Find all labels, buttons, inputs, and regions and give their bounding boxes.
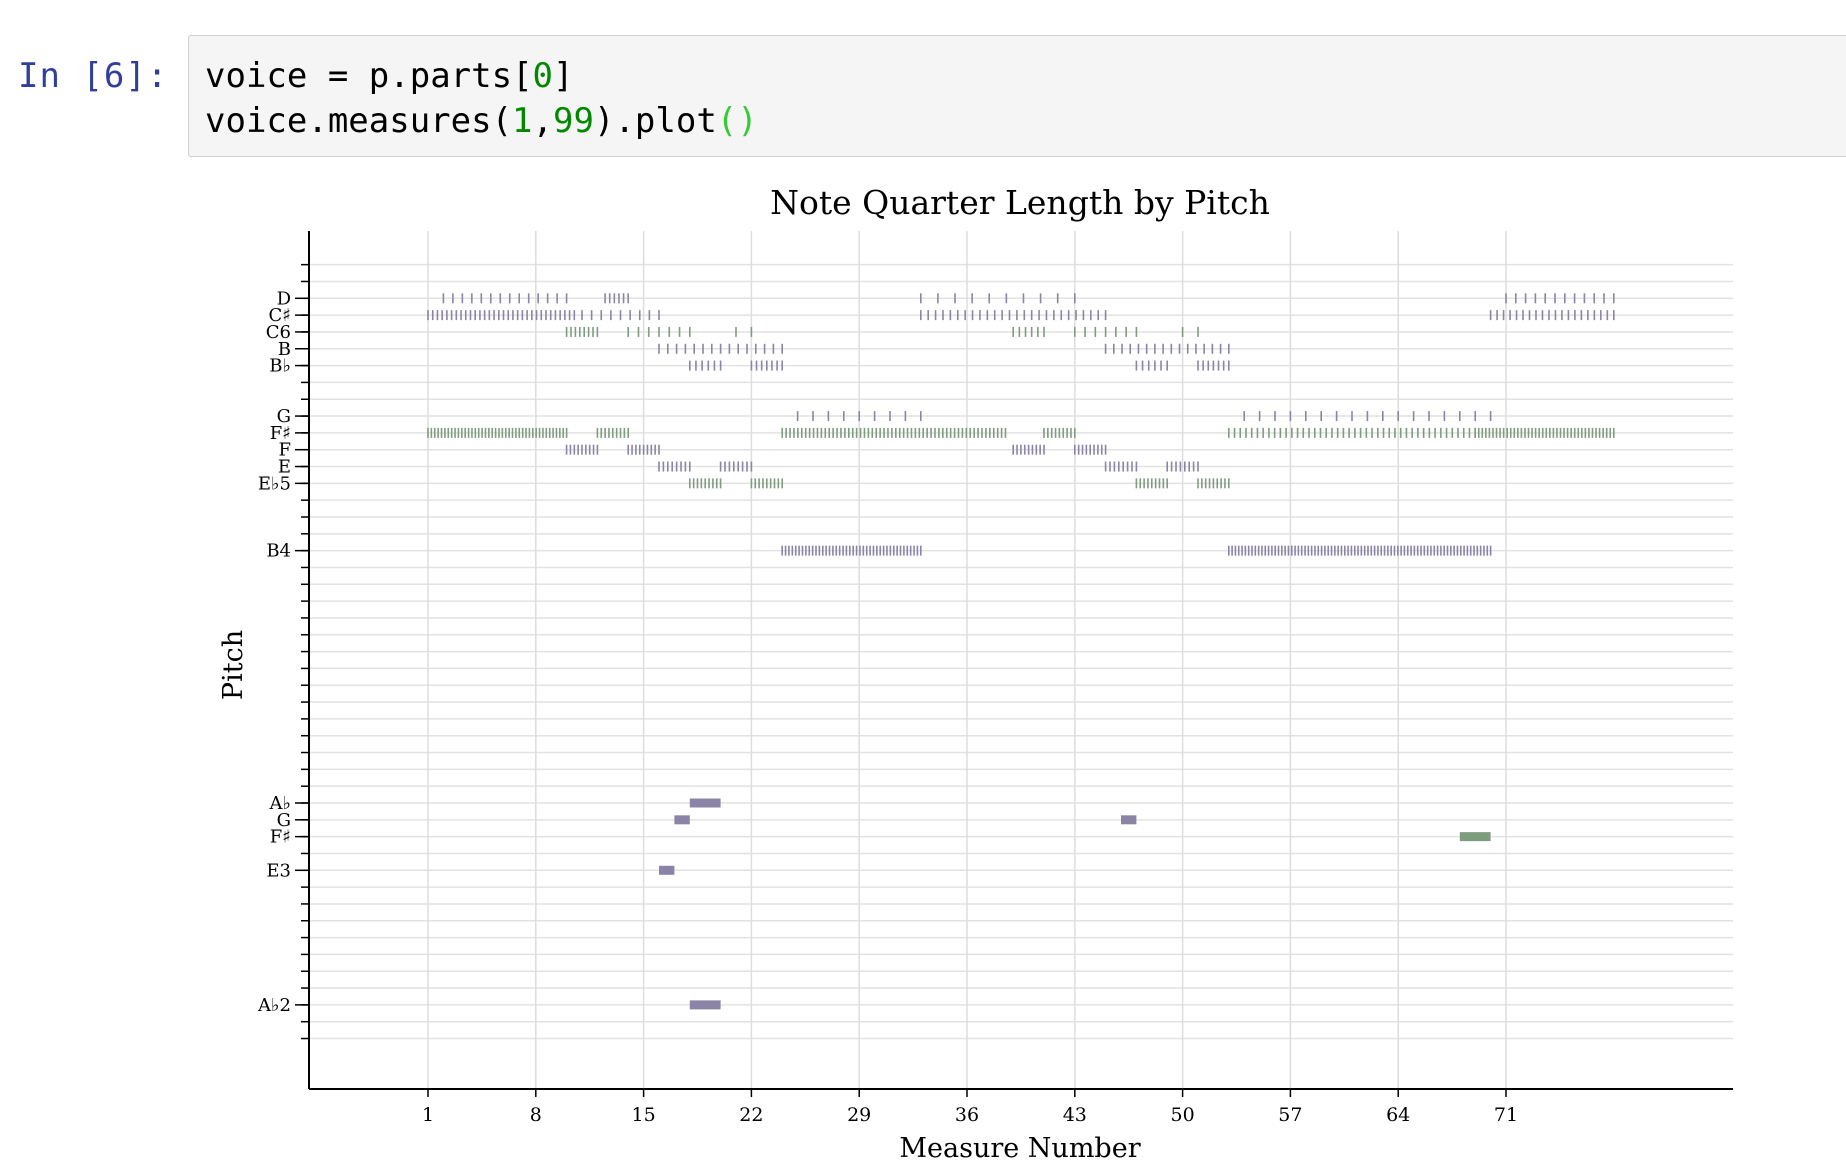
note-bar [1459, 832, 1491, 842]
code-editor[interactable]: voice = p.parts[0] voice.measures(1,99).… [188, 35, 1846, 157]
y-tick-label: G [277, 406, 291, 427]
x-tick-label: 43 [1063, 1104, 1087, 1126]
x-tick-label: 15 [632, 1104, 656, 1126]
note-marks [427, 293, 1615, 1010]
x-tick-label: 29 [847, 1104, 871, 1126]
x-tick-label: 57 [1278, 1104, 1302, 1126]
y-tick-label: F♯ [270, 827, 291, 848]
grid [309, 231, 1733, 1089]
y-tick-label: E [278, 457, 291, 478]
y-axis-label: Pitch [218, 630, 249, 700]
x-tick-label: 71 [1494, 1104, 1518, 1126]
code-number: 0 [532, 56, 554, 96]
code-token: p.parts[ [368, 56, 533, 96]
code-token: voice.measures( [205, 101, 513, 141]
x-tick-label: 36 [955, 1104, 979, 1126]
note-bar [689, 1000, 721, 1010]
y-tick-label: B [278, 339, 291, 360]
note-bar [689, 798, 721, 808]
x-axis-label: Measure Number [899, 1133, 1140, 1164]
x-tick-label: 8 [530, 1104, 542, 1126]
code-token: , [532, 101, 554, 141]
cell-prompt: In [6]: [18, 56, 169, 96]
y-tick-label: C♯ [269, 305, 291, 326]
y-tick-label: E3 [266, 860, 291, 881]
code-token: ] [553, 56, 574, 96]
code-token: voice [205, 56, 308, 96]
y-tick-label: C6 [266, 322, 291, 343]
y-tick-label: D [277, 288, 291, 309]
y-tick-label: G [277, 810, 291, 831]
y-tick-label: A♭ [269, 793, 292, 814]
x-tick-label: 1 [422, 1104, 434, 1126]
note-bar [1121, 815, 1137, 825]
note-bar [659, 865, 675, 875]
code-line-1: voice = p.parts[0] [205, 56, 574, 96]
chart-title: Note Quarter Length by Pitch [770, 183, 1270, 222]
note-bar [674, 815, 690, 825]
code-token: = [307, 56, 369, 96]
code-line-2: voice.measures(1,99).plot() [205, 101, 758, 141]
y-tick-label: B♭ [269, 356, 291, 377]
x-tick-label: 22 [739, 1104, 763, 1126]
code-parens: () [716, 101, 758, 141]
y-tick-label: F [279, 440, 292, 461]
code-number: 99 [553, 101, 594, 141]
code-number: 1 [512, 101, 533, 141]
y-tick-label: A♭2 [257, 995, 291, 1016]
code-token: ).plot [593, 101, 717, 141]
y-tick-label: B4 [266, 541, 291, 562]
x-tick-label: 50 [1171, 1104, 1195, 1126]
x-tick-label: 64 [1386, 1104, 1410, 1126]
y-tick-label: F♯ [270, 423, 291, 444]
axes: 1 8 15 22 29 36 43 50 57 64 71DC♯C6BB♭GF♯FEE♭5B4A♭… [257, 231, 1733, 1126]
y-tick-label: E♭5 [258, 473, 291, 494]
